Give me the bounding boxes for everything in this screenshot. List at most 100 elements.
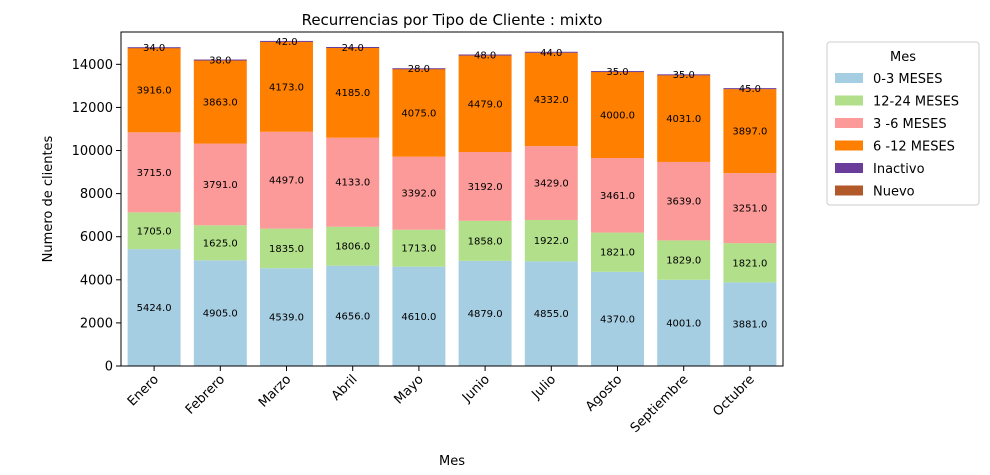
bar-segment [193, 60, 247, 144]
x-axis-label: Mes [439, 454, 465, 469]
bar-value-label: 3429.0 [534, 179, 569, 190]
x-tick-label: Enero [125, 372, 162, 409]
bar-segment [458, 54, 512, 56]
bar-segment [458, 260, 512, 366]
bar-segment [392, 68, 446, 70]
bar-segment [657, 161, 711, 241]
bar-value-label: 4133.0 [335, 178, 370, 189]
legend-label: 6 -12 MESES [873, 140, 955, 155]
legend-box [826, 41, 980, 206]
bar-segment [591, 71, 644, 159]
bar-segment [591, 71, 644, 73]
bar-value-label: 4879.0 [468, 309, 503, 320]
bar-segment [127, 47, 181, 133]
bar-segment [260, 40, 313, 42]
bar-segment [524, 219, 578, 262]
y-axis-label: Numero de clientes [41, 135, 56, 262]
y-tick-label: 4000 [80, 273, 113, 288]
bar-segment [260, 228, 313, 269]
bar-segment [723, 173, 777, 244]
bar-value-label: 3192.0 [468, 182, 503, 193]
bar-value-label: 1625.0 [203, 238, 238, 249]
bar-value-label: 4497.0 [269, 176, 304, 187]
bar-segment [127, 47, 181, 49]
bar-value-label: 28.0 [408, 64, 430, 75]
bar-segment [326, 47, 380, 138]
bar-value-label: 5424.0 [137, 303, 172, 314]
y-tick-label: 6000 [80, 230, 113, 245]
bar-segment [657, 240, 711, 280]
legend-items: 0-3 MESES 12-24 MESES 3 -6 MESES 6 -12 MESE… [835, 72, 959, 200]
x-tick-label: Abril [329, 372, 361, 404]
x-tick-label: Agosto [583, 372, 625, 414]
legend-title: Mes [890, 50, 916, 65]
bar-segment [326, 265, 380, 366]
x-tick-label: Mayo [391, 372, 426, 407]
x-tick-label: Junio [459, 372, 493, 406]
bar-value-label: 4031.0 [666, 114, 701, 125]
bar-segment [326, 46, 380, 48]
legend-label: Nuevo [873, 185, 915, 200]
bar-segment [392, 156, 446, 230]
bar-value-label: 3863.0 [203, 97, 238, 108]
bar-value-label: 3461.0 [600, 191, 635, 202]
bar-value-label: 4173.0 [269, 82, 304, 93]
bar-segment [524, 261, 578, 366]
bar-value-label: 24.0 [342, 43, 364, 54]
bar-value-label: 3791.0 [203, 180, 238, 191]
bar-value-label: 1821.0 [732, 258, 767, 269]
bar-value-label: 38.0 [209, 55, 231, 66]
legend-label: 12-24 MESES [873, 95, 959, 110]
bar-segment [260, 41, 313, 132]
bar-value-label: 3715.0 [137, 168, 172, 179]
x-tick-label: Octubre [710, 372, 757, 419]
y-tick-label: 8000 [80, 187, 113, 202]
legend-swatch [835, 185, 863, 196]
y-tick-label: 12000 [72, 101, 113, 116]
bar-value-label: 3897.0 [732, 127, 767, 138]
bar-value-label: 4370.0 [600, 314, 635, 325]
bar-value-label: 3881.0 [732, 320, 767, 331]
bar-segment [723, 282, 777, 366]
bar-segment [657, 74, 711, 76]
legend-swatch [835, 163, 863, 173]
bar-value-label: 42.0 [275, 37, 297, 48]
legend: Mes 0-3 MESES 12-24 MESES 3 -6 MESES 6 -12 … [826, 41, 980, 206]
bar-value-label: 4905.0 [203, 309, 238, 320]
bar-value-label: 4001.0 [666, 318, 701, 329]
bar-value-label: 44.0 [540, 48, 562, 59]
bar-segment [591, 158, 644, 233]
bar-segment [193, 59, 247, 61]
bar-segment [127, 132, 181, 213]
bar-value-label: 34.0 [143, 43, 165, 54]
legend-label: Inactivo [873, 162, 925, 177]
bar-segment [326, 226, 380, 266]
bar-value-label: 4075.0 [401, 108, 436, 119]
y-tick-label: 10000 [72, 144, 113, 159]
bar-segment [193, 225, 247, 261]
bar-segment [723, 243, 777, 283]
bar-value-label: 48.0 [474, 51, 496, 62]
bar-segment [591, 271, 644, 366]
legend-swatch [835, 140, 863, 151]
bar-value-label: 45.0 [739, 84, 761, 95]
bar-segment [193, 260, 247, 366]
bar-segment [723, 89, 777, 174]
y-tick-label: 14000 [72, 58, 113, 73]
bar-value-label: 1713.0 [401, 244, 436, 255]
bar-value-label: 1835.0 [269, 244, 304, 255]
bar-segment [458, 152, 512, 221]
bar-value-label: 1806.0 [335, 242, 370, 253]
bar-value-label: 4855.0 [534, 309, 569, 320]
bar-segment [524, 51, 578, 53]
y-tick-label: 0 [105, 360, 113, 375]
legend-label: 3 -6 MESES [873, 117, 947, 132]
x-tick-label: Julio [529, 372, 560, 403]
legend-label: 0-3 MESES [873, 72, 943, 87]
bar-value-label: 4610.0 [401, 312, 436, 323]
bar-value-label: 4539.0 [269, 313, 304, 324]
bar-value-label: 1821.0 [600, 248, 635, 259]
bar-segment [127, 212, 181, 250]
bar-value-label: 3392.0 [401, 189, 436, 200]
bar-segment [392, 266, 446, 366]
